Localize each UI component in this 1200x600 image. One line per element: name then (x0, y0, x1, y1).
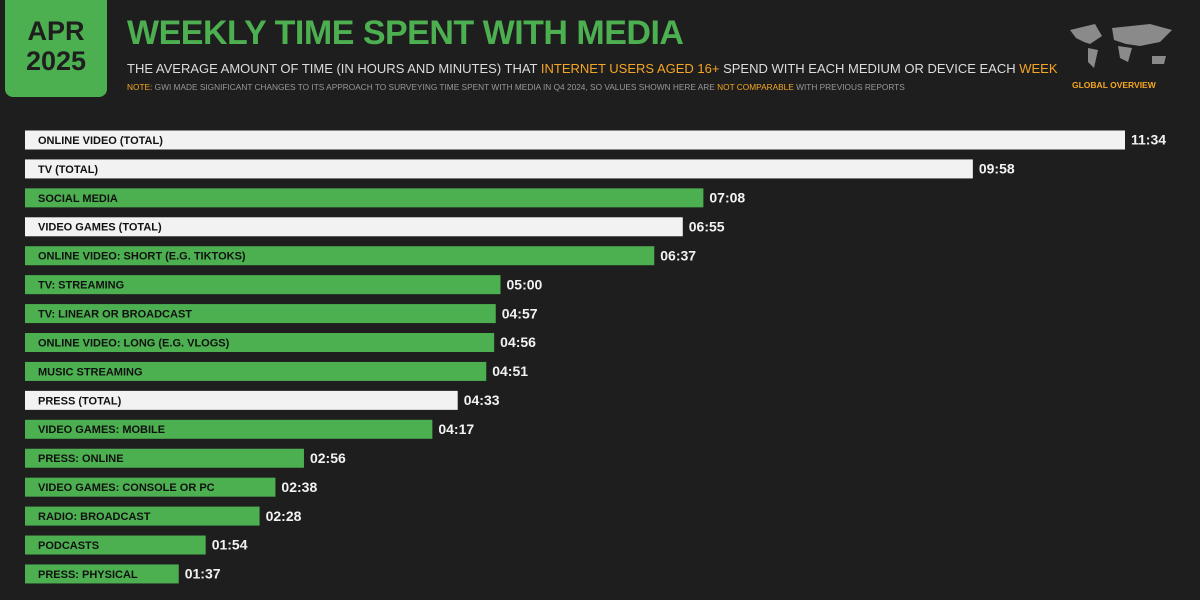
bar (25, 246, 655, 266)
value-label: 09:58 (979, 161, 1015, 177)
value-label: 01:37 (185, 566, 221, 582)
bar (25, 304, 496, 324)
bar (25, 333, 495, 353)
bar (25, 448, 304, 468)
value-label: 04:33 (464, 392, 500, 408)
value-label: 06:55 (689, 218, 725, 234)
category-label: PRESS: ONLINE (38, 453, 124, 465)
bar (25, 390, 458, 410)
bar (25, 506, 260, 526)
bar (25, 535, 206, 555)
value-label: 04:17 (438, 421, 474, 437)
subtitle-part: WEEK (1019, 61, 1058, 76)
category-label: SOCIAL MEDIA (38, 193, 118, 205)
note-part: WITH PREVIOUS REPORTS (793, 82, 905, 92)
category-label: PRESS (TOTAL) (38, 395, 122, 407)
chart-title: WEEKLY TIME SPENT WITH MEDIA (127, 14, 684, 52)
category-label: VIDEO GAMES: MOBILE (38, 424, 165, 436)
bar (25, 188, 704, 208)
month: APR (27, 16, 85, 46)
note-part: GWI MADE SIGNIFICANT CHANGES TO ITS APPR… (152, 82, 718, 92)
value-label: 11:34 (1131, 132, 1166, 148)
category-label: ONLINE VIDEO: LONG (E.G. VLOGS) (38, 337, 230, 349)
note-part: NOT COMPARABLE (717, 82, 794, 92)
year: 2025 (25, 46, 87, 76)
bar (25, 564, 179, 584)
note-part: NOTE: (127, 82, 153, 92)
category-label: PODCASTS (38, 540, 99, 552)
bar (25, 275, 501, 295)
date-badge: APR 2025 (5, 0, 107, 97)
subtitle-part: SPEND WITH EACH MEDIUM OR DEVICE EACH (719, 61, 1020, 76)
subtitle: THE AVERAGE AMOUNT OF TIME (IN HOURS AND… (127, 61, 1058, 76)
subtitle-part: THE AVERAGE AMOUNT OF TIME (IN HOURS AND… (127, 61, 541, 76)
category-label: VIDEO GAMES: CONSOLE OR PC (38, 482, 215, 494)
value-label: 06:37 (660, 247, 696, 263)
category-label: TV: STREAMING (38, 280, 124, 292)
bar (25, 419, 433, 439)
category-label: ONLINE VIDEO (TOTAL) (38, 135, 163, 147)
bar (25, 130, 1125, 150)
value-label: 07:08 (709, 190, 745, 206)
value-label: 04:56 (500, 334, 536, 350)
value-label: 05:00 (507, 276, 543, 292)
value-label: 02:56 (310, 450, 346, 466)
bar (25, 477, 276, 497)
category-label: VIDEO GAMES (TOTAL) (38, 222, 162, 234)
value-label: 01:54 (212, 537, 248, 553)
category-label: MUSIC STREAMING (38, 366, 143, 378)
category-label: RADIO: BROADCAST (38, 511, 151, 523)
badge: GLOBAL OVERVIEW (1072, 80, 1156, 90)
category-label: ONLINE VIDEO: SHORT (E.G. TIKTOKS) (38, 251, 246, 263)
world-map (1070, 24, 1172, 68)
category-label: PRESS: PHYSICAL (38, 569, 138, 581)
value-label: 04:51 (492, 363, 528, 379)
value-label: 02:38 (281, 479, 317, 495)
note: NOTE: GWI MADE SIGNIFICANT CHANGES TO IT… (127, 82, 905, 92)
category-label: TV (TOTAL) (38, 164, 98, 176)
value-label: 04:57 (502, 305, 538, 321)
value-label: 02:28 (266, 508, 302, 524)
bar (25, 217, 683, 237)
subtitle-part: INTERNET USERS AGED 16+ (540, 61, 720, 76)
bar (25, 159, 973, 179)
bar (25, 361, 487, 381)
category-label: TV: LINEAR OR BROADCAST (38, 308, 192, 320)
